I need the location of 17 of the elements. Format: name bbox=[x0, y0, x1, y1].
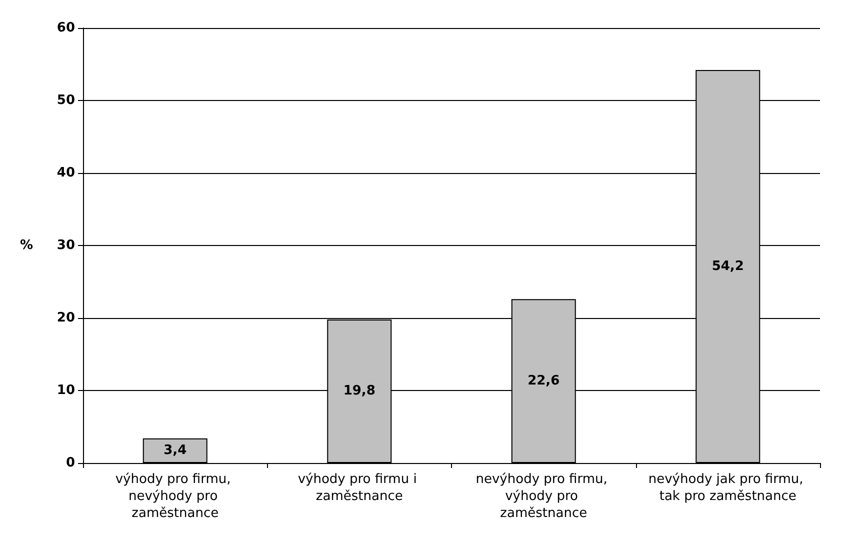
x-tick-label: výhody pro firmu i zaměstnance bbox=[298, 472, 421, 504]
y-tick-label: 50 bbox=[56, 93, 75, 108]
y-tick-label: 0 bbox=[66, 456, 75, 470]
data-label: 22,6 bbox=[528, 374, 560, 389]
y-tick-label: 10 bbox=[56, 383, 75, 398]
data-label: 19,8 bbox=[343, 384, 376, 399]
x-tick-label: nevýhody pro firmu, výhody pro zaměstnance bbox=[476, 472, 612, 521]
data-label: 3,4 bbox=[164, 443, 187, 458]
bar bbox=[142, 438, 208, 463]
y-axis-title: % bbox=[20, 238, 33, 253]
x-tick-label: výhody pro firmu, nevýhody pro zaměstnance bbox=[115, 472, 235, 521]
y-tick-label: 60 bbox=[56, 20, 75, 36]
x-tick-label: nevýhody jak pro firmu, tak pro zaměstnance bbox=[648, 472, 808, 504]
data-label: 54,2 bbox=[712, 259, 744, 274]
y-tick-label: 40 bbox=[56, 166, 75, 180]
y-tick-label: 20 bbox=[56, 310, 75, 326]
y-tick-label: 30 bbox=[56, 238, 75, 253]
